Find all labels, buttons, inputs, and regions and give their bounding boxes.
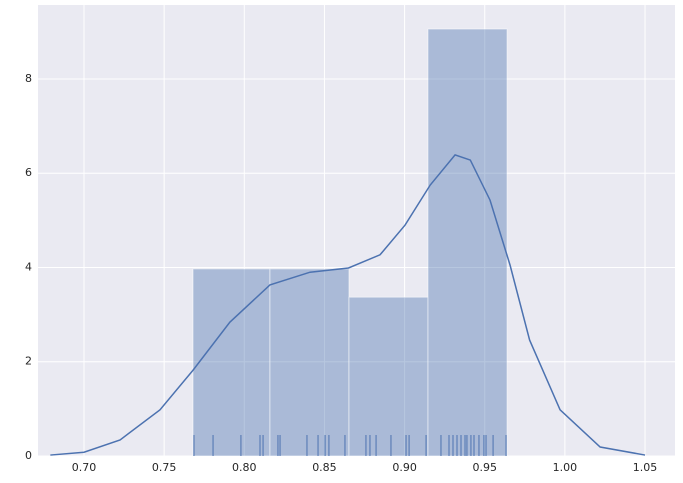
x-tick-label: 0.70 [72, 461, 97, 474]
y-tick-label: 8 [25, 72, 32, 85]
x-tick-label: 0.85 [312, 461, 337, 474]
x-tick-label: 0.90 [392, 461, 417, 474]
bar [427, 28, 508, 457]
bar [348, 296, 429, 457]
y-tick-label: 0 [25, 449, 32, 462]
x-tick-label: 1.00 [553, 461, 578, 474]
x-tick-label: 1.05 [633, 461, 658, 474]
kde-line [50, 153, 646, 456]
x-tick-label: 0.75 [152, 461, 177, 474]
x-tick-label: 0.95 [472, 461, 497, 474]
bar [269, 268, 350, 457]
plot-area [38, 5, 675, 456]
x-tick-label: 0.80 [232, 461, 257, 474]
y-tick-label: 6 [25, 166, 32, 179]
y-tick-label: 4 [25, 260, 32, 273]
y-tick-label: 2 [25, 355, 32, 368]
bar [192, 268, 271, 457]
